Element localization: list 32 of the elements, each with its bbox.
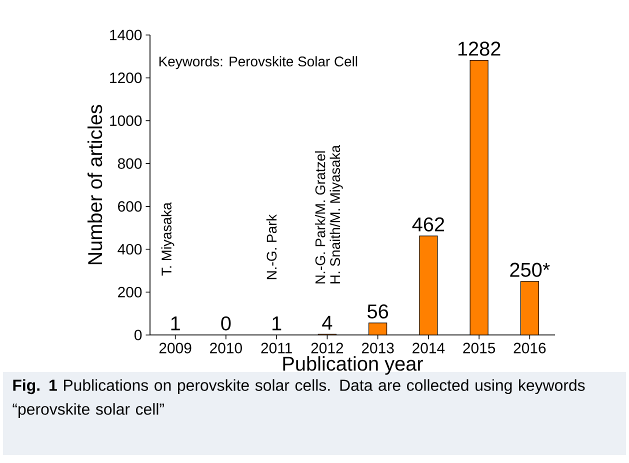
annotation: N.-G. Park [266, 214, 277, 280]
x-tick-label: 2016 [514, 342, 546, 354]
annotation: T. Miyasaka [161, 202, 174, 276]
data-label: 4 [322, 316, 332, 330]
x-tick-label: 2009 [159, 342, 192, 354]
x-tick-label: 2013 [362, 342, 394, 354]
annotation: H. Snaith/M. Miyasaka [330, 144, 343, 284]
y-tick-label: 0 [134, 330, 142, 340]
data-label: 1 [171, 316, 180, 330]
y-tick-label: 200 [118, 286, 142, 298]
y-tick-label: 1000 [110, 115, 142, 126]
data-label: 462 [412, 217, 444, 232]
y-axis-title: Number of articles [88, 104, 102, 264]
y-tick-label: 800 [118, 158, 142, 169]
annotation: Keywords: Perovskite Solar Cell [159, 56, 358, 70]
data-label: 0 [221, 316, 231, 330]
x-tick-label: 2011 [261, 342, 292, 354]
annotation: N.-G. Park/M. Gratzel [314, 151, 326, 284]
y-tick-label: 1400 [110, 30, 142, 40]
data-label: 1282 [458, 42, 500, 56]
x-axis-title: Publication year [283, 356, 424, 375]
text: Fig. 1 Publications on perovskite solar cells. Data are collected using keywords “perovskite solar cell” [12, 379, 585, 418]
data-label: 56 [368, 304, 388, 318]
x-tick-label: 2012 [311, 342, 344, 354]
x-tick-label: 2010 [210, 342, 242, 354]
y-tick-label: 1200 [110, 72, 142, 84]
y-tick-label: 600 [118, 201, 142, 212]
data-label: 250* [510, 262, 550, 277]
x-tick-label: 2014 [412, 342, 445, 354]
y-tick-label: 400 [118, 244, 142, 255]
x-tick-label: 2015 [463, 342, 496, 354]
data-label: 1 [272, 316, 282, 330]
